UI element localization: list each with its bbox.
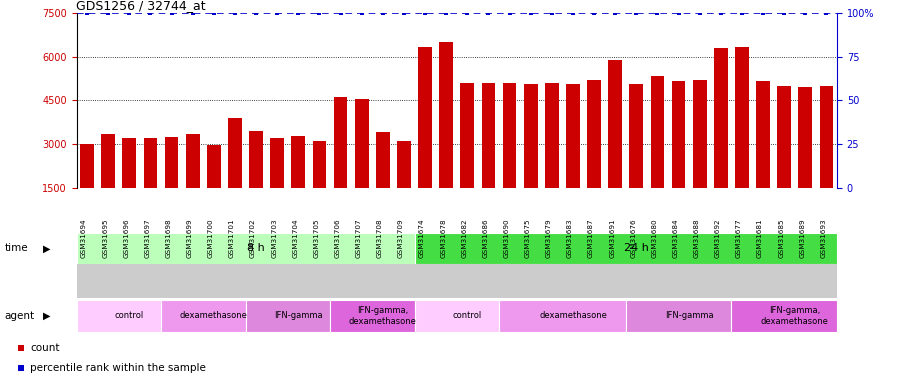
Text: IFN-gamma,
dexamethasone: IFN-gamma, dexamethasone: [349, 306, 417, 326]
Bar: [756, 81, 770, 188]
Text: dexamethasone: dexamethasone: [180, 311, 248, 320]
Bar: [334, 98, 347, 188]
Bar: [249, 131, 263, 188]
Bar: [651, 76, 664, 188]
Bar: [482, 83, 495, 188]
Bar: [732, 300, 837, 332]
Bar: [376, 132, 390, 188]
Bar: [415, 300, 499, 332]
Bar: [165, 136, 178, 188]
Text: ▶: ▶: [43, 311, 50, 321]
Text: IFN-gamma: IFN-gamma: [274, 311, 322, 320]
Bar: [228, 118, 242, 188]
Bar: [566, 84, 580, 188]
Bar: [608, 60, 622, 188]
Bar: [397, 141, 410, 188]
Bar: [544, 83, 559, 188]
Text: 8 h: 8 h: [248, 243, 265, 254]
Bar: [671, 81, 686, 188]
Bar: [798, 87, 812, 188]
Bar: [312, 141, 327, 188]
Bar: [355, 99, 369, 188]
Bar: [461, 83, 474, 188]
Bar: [144, 138, 158, 188]
Bar: [185, 134, 200, 188]
Bar: [330, 300, 415, 332]
Bar: [292, 136, 305, 188]
Bar: [418, 46, 432, 188]
Text: count: count: [30, 343, 59, 353]
Text: IFN-gamma,
dexamethasone: IFN-gamma, dexamethasone: [760, 306, 829, 326]
Text: control: control: [453, 311, 482, 320]
Bar: [499, 300, 625, 332]
Bar: [587, 80, 601, 188]
Bar: [778, 86, 791, 188]
Text: dexamethasone: dexamethasone: [539, 311, 607, 320]
Text: control: control: [114, 311, 144, 320]
Bar: [207, 145, 220, 188]
Bar: [820, 86, 833, 188]
Text: percentile rank within the sample: percentile rank within the sample: [30, 363, 206, 373]
Bar: [693, 80, 706, 188]
Bar: [439, 42, 453, 188]
Text: 24 h: 24 h: [624, 243, 649, 254]
Bar: [270, 138, 284, 188]
Bar: [735, 46, 749, 188]
Bar: [629, 84, 643, 188]
Bar: [80, 144, 94, 188]
Bar: [246, 300, 330, 332]
Bar: [76, 232, 415, 264]
Bar: [102, 134, 115, 188]
Bar: [122, 138, 136, 188]
Text: GDS1256 / 32744_at: GDS1256 / 32744_at: [76, 0, 206, 12]
Text: IFN-gamma: IFN-gamma: [665, 311, 714, 320]
Bar: [415, 232, 837, 264]
Text: ▶: ▶: [43, 243, 50, 254]
Bar: [503, 83, 517, 188]
Bar: [626, 300, 732, 332]
Text: time: time: [4, 243, 28, 254]
Text: agent: agent: [4, 311, 34, 321]
Bar: [714, 48, 728, 188]
Bar: [524, 84, 537, 188]
Bar: [161, 300, 246, 332]
Bar: [76, 300, 161, 332]
